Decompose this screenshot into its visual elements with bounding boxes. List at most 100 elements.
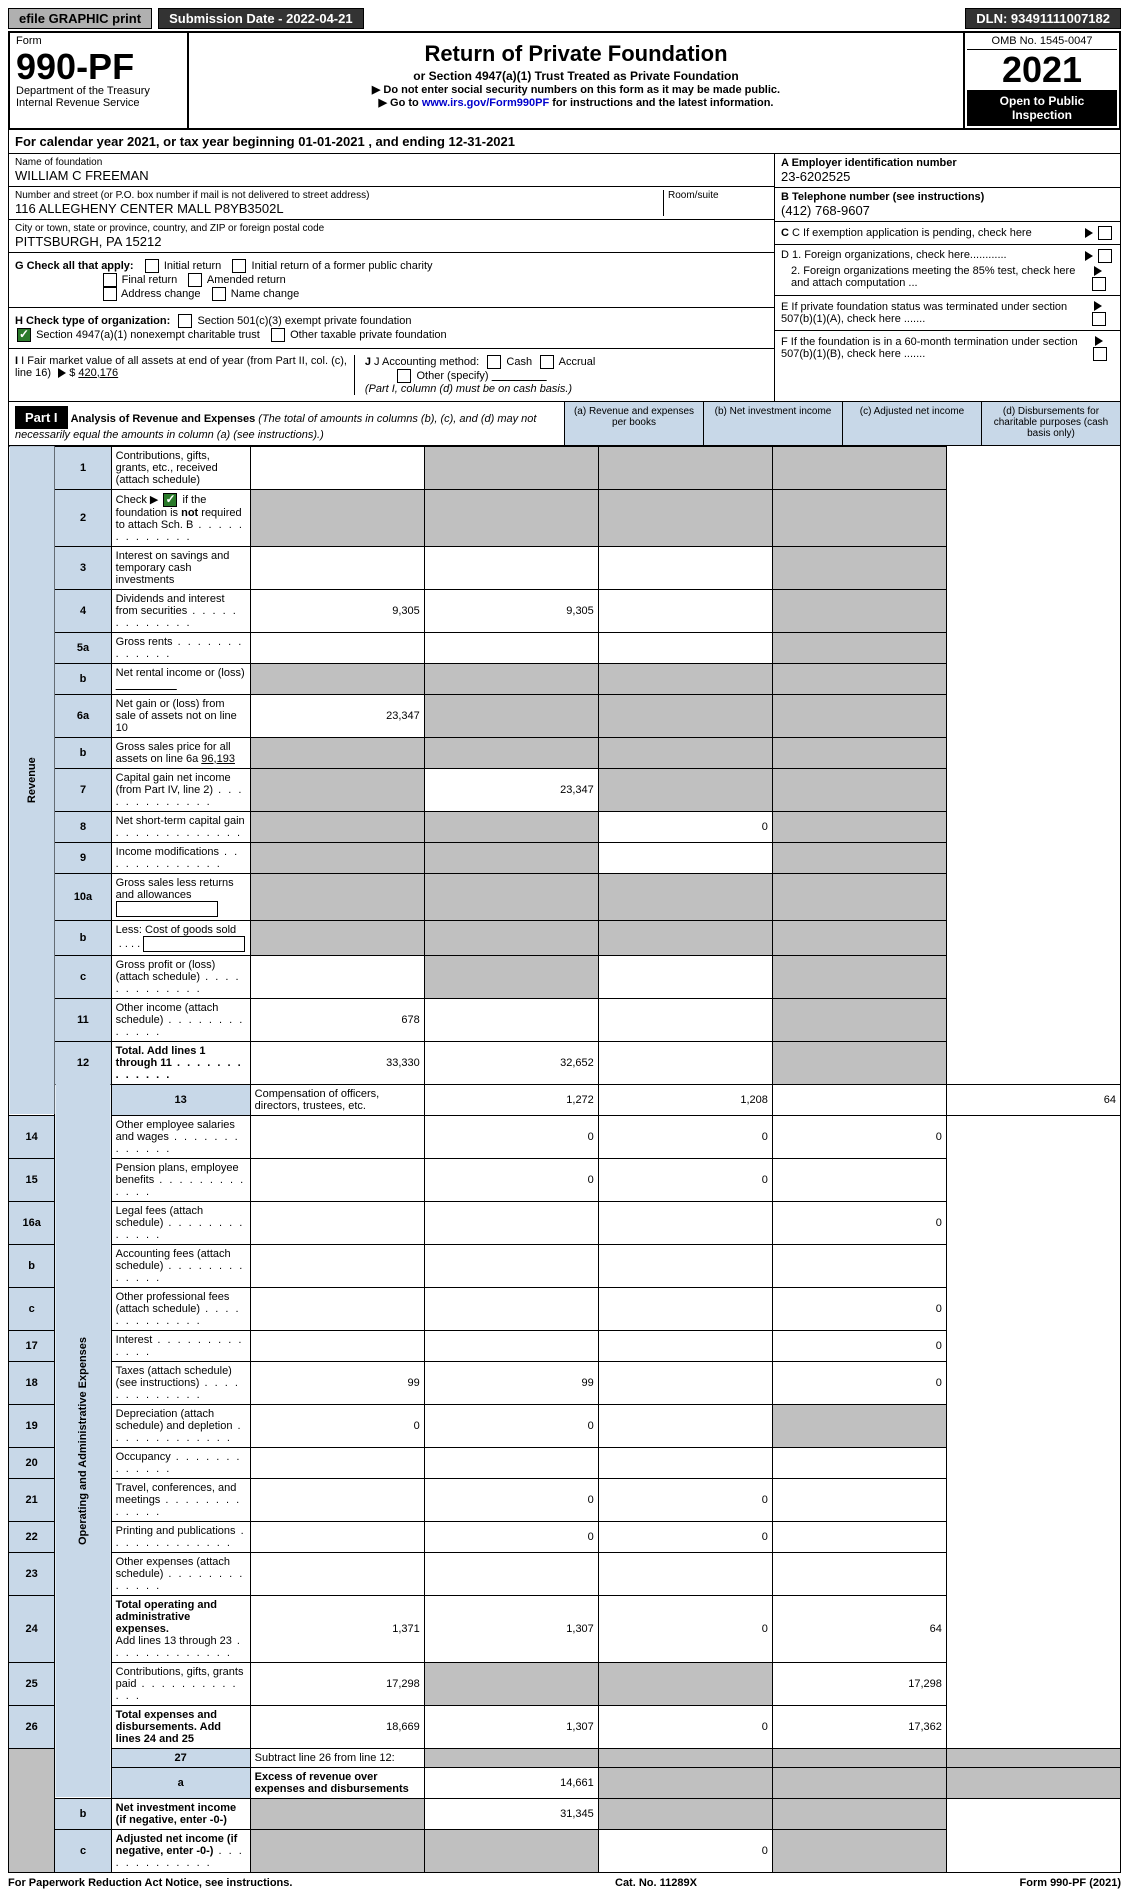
g-label: G Check all that apply: bbox=[15, 260, 134, 272]
line17-desc: Interest bbox=[116, 1334, 153, 1346]
checkbox-sch-b[interactable] bbox=[163, 493, 177, 507]
line27-desc: Subtract line 26 from line 12: bbox=[250, 1748, 424, 1767]
goto-pre: ▶ Go to bbox=[379, 97, 422, 109]
line6a-desc: Net gain or (loss) from sale of assets n… bbox=[111, 694, 250, 737]
checkbox-d2[interactable] bbox=[1092, 277, 1106, 291]
footer-mid: Cat. No. 11289X bbox=[615, 1877, 697, 1889]
table-row: 27Subtract line 26 from line 12: bbox=[9, 1748, 1121, 1767]
checkbox-cash[interactable] bbox=[487, 355, 501, 369]
checkbox-d1[interactable] bbox=[1098, 249, 1112, 263]
line22-b: 0 bbox=[424, 1521, 598, 1552]
line27b-b: 31,345 bbox=[424, 1798, 598, 1829]
ein-value: 23-6202525 bbox=[781, 169, 1114, 184]
line5b-desc: Net rental income or (loss) bbox=[116, 667, 245, 679]
dept-treasury: Department of the Treasury bbox=[16, 85, 181, 97]
line21-c: 0 bbox=[598, 1478, 772, 1521]
checkbox-f[interactable] bbox=[1093, 347, 1107, 361]
checkbox-4947[interactable] bbox=[17, 328, 31, 342]
calendar-year-row: For calendar year 2021, or tax year begi… bbox=[8, 130, 1121, 154]
form-number: 990-PF bbox=[16, 49, 181, 85]
part1-title: Analysis of Revenue and Expenses bbox=[71, 413, 256, 425]
checkbox-address-change[interactable] bbox=[103, 287, 117, 301]
table-row: 22Printing and publications 00 bbox=[9, 1521, 1121, 1552]
triangle-icon bbox=[1085, 251, 1093, 261]
line15-c: 0 bbox=[598, 1158, 772, 1201]
line19-b: 0 bbox=[424, 1404, 598, 1447]
table-row: 24Total operating and administrative exp… bbox=[9, 1595, 1121, 1662]
j-other: Other (specify) bbox=[416, 370, 488, 382]
line20-desc: Occupancy bbox=[116, 1451, 171, 1463]
form990pf-link[interactable]: www.irs.gov/Form990PF bbox=[422, 97, 549, 109]
line11-a: 678 bbox=[250, 998, 424, 1041]
line21-b: 0 bbox=[424, 1478, 598, 1521]
checkbox-initial-return[interactable] bbox=[145, 259, 159, 273]
line15-b: 0 bbox=[424, 1158, 598, 1201]
address-cell: Number and street (or P.O. box number if… bbox=[9, 187, 774, 220]
line27a-a: 14,661 bbox=[424, 1767, 598, 1798]
table-row: Revenue 1 Contributions, gifts, grants, … bbox=[9, 446, 1121, 489]
line18-a: 99 bbox=[250, 1361, 424, 1404]
triangle-icon bbox=[1085, 228, 1093, 238]
table-row: bLess: Cost of goods sold . . . . bbox=[9, 920, 1121, 955]
line4-a: 9,305 bbox=[250, 589, 424, 632]
checkbox-c[interactable] bbox=[1098, 226, 1112, 240]
col-b-header: (b) Net investment income bbox=[703, 402, 842, 445]
table-row: cGross profit or (loss) (attach schedule… bbox=[9, 955, 1121, 998]
table-row: 10aGross sales less returns and allowanc… bbox=[9, 873, 1121, 920]
col-a-header: (a) Revenue and expenses per books bbox=[564, 402, 703, 445]
checkbox-501c3[interactable] bbox=[178, 314, 192, 328]
table-row: bNet rental income or (loss) bbox=[9, 663, 1121, 694]
table-row: 14Other employee salaries and wages 000 bbox=[9, 1115, 1121, 1158]
city-cell: City or town, state or province, country… bbox=[9, 220, 774, 253]
line17-d: 0 bbox=[772, 1330, 946, 1361]
line22-c: 0 bbox=[598, 1521, 772, 1552]
form-subtitle: or Section 4947(a)(1) Trust Treated as P… bbox=[193, 69, 959, 83]
line24-d: 64 bbox=[772, 1595, 946, 1662]
opt-addr-change: Address change bbox=[121, 288, 201, 300]
line6a-a: 23,347 bbox=[250, 694, 424, 737]
j-accrual: Accrual bbox=[559, 356, 596, 368]
section-d: D 1. Foreign organizations, check here..… bbox=[775, 245, 1120, 296]
form-title-block: Return of Private Foundation or Section … bbox=[189, 33, 963, 128]
checkbox-other-method[interactable] bbox=[397, 369, 411, 383]
line5a-desc: Gross rents bbox=[116, 636, 173, 648]
table-row: 2 Check ▶ if the foundation is not requi… bbox=[9, 489, 1121, 546]
d1-label: D 1. Foreign organizations, check here..… bbox=[781, 249, 1007, 263]
j-cash: Cash bbox=[506, 356, 532, 368]
line26-c: 0 bbox=[598, 1705, 772, 1748]
table-row: 12Total. Add lines 1 through 11 33,33032… bbox=[9, 1041, 1121, 1084]
h-other: Other taxable private foundation bbox=[290, 329, 447, 341]
line12-b: 32,652 bbox=[424, 1041, 598, 1084]
f-label: F If the foundation is in a 60-month ter… bbox=[781, 336, 1091, 360]
checkbox-name-change[interactable] bbox=[212, 287, 226, 301]
table-row: 26Total expenses and disbursements. Add … bbox=[9, 1705, 1121, 1748]
line12-a: 33,330 bbox=[250, 1041, 424, 1084]
section-g: G Check all that apply: Initial return I… bbox=[9, 253, 774, 308]
line9-desc: Income modifications bbox=[116, 846, 219, 858]
table-row: 11Other income (attach schedule) 678 bbox=[9, 998, 1121, 1041]
line18-d: 0 bbox=[772, 1361, 946, 1404]
line13-b: 1,208 bbox=[598, 1084, 772, 1115]
table-row: 5aGross rents bbox=[9, 632, 1121, 663]
checkbox-initial-public[interactable] bbox=[232, 259, 246, 273]
expenses-vertical-label: Operating and Administrative Expenses bbox=[55, 1084, 111, 1798]
open-to-public-box: Open to Public Inspection bbox=[967, 90, 1117, 126]
efile-print-button[interactable]: efile GRAPHIC print bbox=[8, 8, 152, 29]
table-row: 8Net short-term capital gain 0 bbox=[9, 811, 1121, 842]
e-label: E If private foundation status was termi… bbox=[781, 301, 1090, 325]
form-title: Return of Private Foundation bbox=[193, 41, 959, 67]
checkbox-other-taxable[interactable] bbox=[271, 328, 285, 342]
checkbox-final-return[interactable] bbox=[103, 273, 117, 287]
line24-a: 1,371 bbox=[250, 1595, 424, 1662]
checkbox-accrual[interactable] bbox=[540, 355, 554, 369]
opt-amended: Amended return bbox=[207, 274, 286, 286]
checkbox-e[interactable] bbox=[1092, 312, 1106, 326]
line26-d: 17,362 bbox=[772, 1705, 946, 1748]
line14-d: 0 bbox=[772, 1115, 946, 1158]
address-label: Number and street (or P.O. box number if… bbox=[15, 190, 663, 201]
part1-tag: Part I bbox=[15, 406, 68, 429]
line19-desc: Depreciation (attach schedule) and deple… bbox=[116, 1408, 233, 1432]
line26-b: 1,307 bbox=[424, 1705, 598, 1748]
line13-desc: Compensation of officers, directors, tru… bbox=[250, 1084, 424, 1115]
checkbox-amended[interactable] bbox=[188, 273, 202, 287]
